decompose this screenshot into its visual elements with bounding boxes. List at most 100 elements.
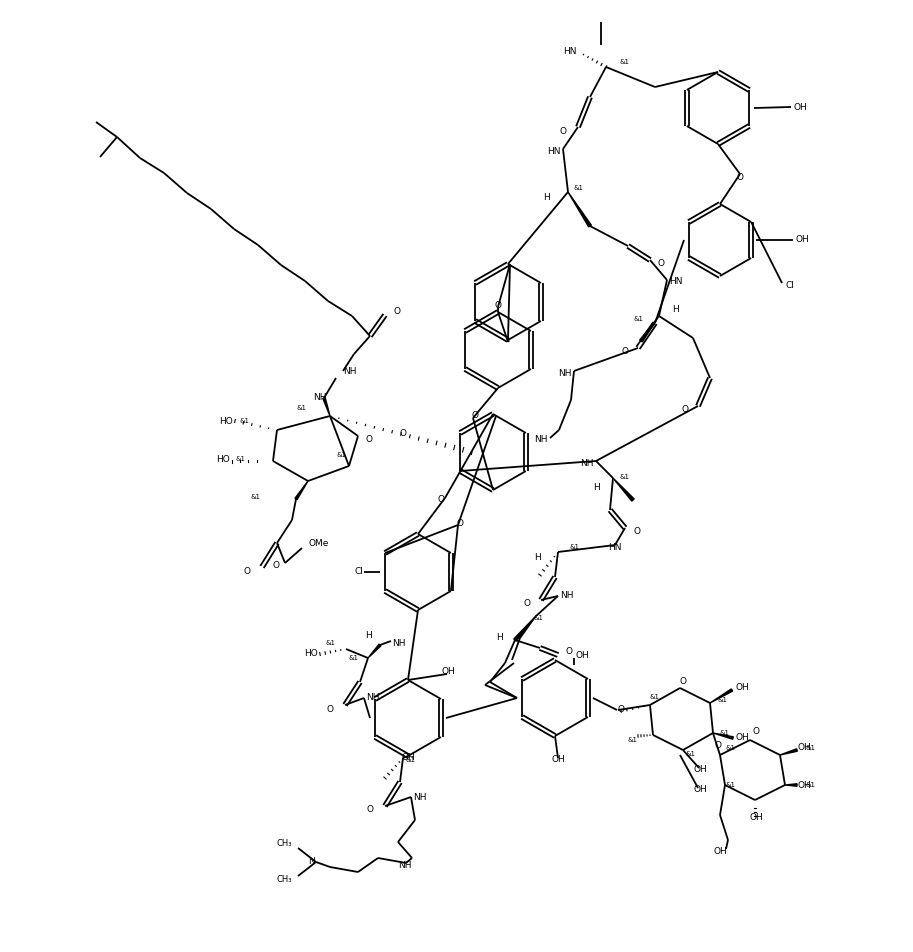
- Text: &1: &1: [619, 59, 629, 65]
- Text: &1: &1: [348, 655, 358, 661]
- Text: &1: &1: [235, 456, 245, 462]
- Text: NH: NH: [343, 367, 356, 375]
- Text: OH: OH: [551, 756, 565, 764]
- Text: O: O: [752, 727, 760, 737]
- Text: NH: NH: [559, 368, 572, 378]
- Text: NH: NH: [366, 693, 380, 703]
- Text: &1: &1: [634, 316, 644, 322]
- Polygon shape: [568, 192, 592, 227]
- Polygon shape: [514, 617, 535, 641]
- Text: O: O: [495, 301, 501, 309]
- Text: &1: &1: [250, 494, 260, 500]
- Text: HO: HO: [304, 648, 318, 658]
- Text: HO: HO: [216, 455, 230, 465]
- Text: HN: HN: [548, 147, 561, 155]
- Polygon shape: [780, 749, 797, 755]
- Text: O: O: [456, 520, 464, 528]
- Text: O: O: [400, 429, 406, 439]
- Text: O: O: [679, 677, 687, 685]
- Text: OH: OH: [735, 684, 749, 692]
- Polygon shape: [785, 783, 797, 786]
- Polygon shape: [710, 689, 732, 703]
- Text: OH: OH: [441, 667, 455, 677]
- Text: H: H: [497, 633, 503, 643]
- Text: O: O: [393, 307, 400, 315]
- Text: &1: &1: [718, 697, 728, 703]
- Text: OH: OH: [713, 846, 727, 856]
- Text: &1: &1: [325, 640, 335, 646]
- Text: O: O: [365, 435, 372, 445]
- Text: NH: NH: [413, 792, 426, 802]
- Text: &1: &1: [336, 452, 346, 458]
- Text: OH: OH: [750, 814, 763, 823]
- Text: OH: OH: [793, 103, 807, 111]
- Text: O: O: [681, 406, 688, 414]
- Text: NH: NH: [560, 591, 573, 601]
- Text: &1: &1: [726, 782, 736, 788]
- Text: O: O: [326, 704, 333, 713]
- Text: O: O: [366, 805, 373, 815]
- Polygon shape: [368, 645, 381, 658]
- Polygon shape: [295, 481, 308, 500]
- Text: &1: &1: [805, 745, 815, 751]
- Text: O: O: [618, 705, 625, 715]
- Text: &1: &1: [805, 782, 815, 788]
- Polygon shape: [640, 316, 659, 342]
- Text: OH: OH: [798, 781, 812, 789]
- Text: H: H: [364, 630, 372, 640]
- Text: NH: NH: [313, 393, 327, 403]
- Text: &1: &1: [726, 745, 736, 751]
- Text: &1: &1: [574, 185, 584, 191]
- Text: N: N: [309, 858, 315, 866]
- Text: O: O: [471, 410, 478, 420]
- Text: H: H: [672, 306, 678, 314]
- Text: OMe: OMe: [308, 540, 329, 548]
- Text: HN: HN: [608, 543, 622, 551]
- Text: O: O: [715, 741, 721, 749]
- Text: &1: &1: [720, 730, 730, 736]
- Text: HN: HN: [669, 277, 683, 287]
- Text: O: O: [523, 600, 530, 608]
- Text: &1: &1: [296, 405, 306, 411]
- Text: NH: NH: [398, 861, 412, 869]
- Polygon shape: [323, 398, 330, 416]
- Text: NH: NH: [534, 435, 548, 445]
- Text: O: O: [560, 127, 567, 135]
- Text: O: O: [243, 566, 250, 576]
- Text: OH: OH: [693, 785, 707, 795]
- Text: O: O: [621, 347, 628, 356]
- Text: NH: NH: [581, 459, 594, 467]
- Text: Cl: Cl: [785, 281, 794, 289]
- Polygon shape: [613, 478, 635, 501]
- Text: CH₃: CH₃: [277, 840, 292, 848]
- Text: NH: NH: [392, 639, 405, 647]
- Text: OH: OH: [798, 744, 812, 752]
- Text: O: O: [737, 173, 743, 183]
- Text: &1: &1: [619, 474, 629, 480]
- Text: &1: &1: [239, 418, 249, 424]
- Text: &1: &1: [686, 751, 696, 757]
- Text: HO: HO: [219, 417, 233, 426]
- Text: &1: &1: [650, 694, 660, 700]
- Polygon shape: [713, 733, 733, 739]
- Text: &1: &1: [534, 615, 544, 621]
- Text: &1: &1: [569, 544, 579, 550]
- Text: CH₃: CH₃: [277, 876, 292, 884]
- Text: H: H: [593, 483, 600, 491]
- Text: H: H: [534, 553, 541, 563]
- Text: O: O: [437, 495, 444, 505]
- Text: O: O: [566, 647, 573, 657]
- Text: O: O: [658, 260, 665, 268]
- Text: &1: &1: [405, 757, 415, 763]
- Text: OH: OH: [576, 651, 590, 661]
- Text: O: O: [272, 561, 279, 569]
- Text: H: H: [543, 192, 550, 202]
- Text: OH: OH: [735, 733, 749, 743]
- Text: OH: OH: [401, 753, 415, 763]
- Text: O: O: [634, 527, 641, 537]
- Text: Cl: Cl: [354, 567, 363, 577]
- Text: OH: OH: [795, 235, 809, 245]
- Text: HN: HN: [563, 48, 577, 56]
- Text: &1: &1: [628, 737, 638, 743]
- Text: OH: OH: [693, 765, 707, 775]
